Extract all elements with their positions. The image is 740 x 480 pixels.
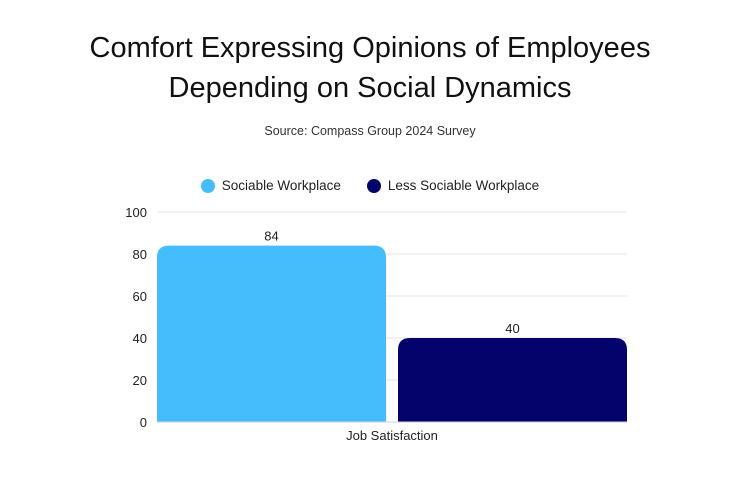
- y-tick-label-20: 20: [133, 373, 147, 388]
- chart-title-line-2: Depending on Social Dynamics: [168, 72, 572, 104]
- bar-sociable-workplace[interactable]: [157, 245, 386, 422]
- legend-swatch-less-sociable: [366, 178, 381, 193]
- y-tick-label-40: 40: [133, 331, 147, 346]
- chart-title: Comfort Expressing Opinions of Employees…: [0, 28, 740, 108]
- legend-label-less-sociable: Less Sociable Workplace: [387, 178, 540, 193]
- y-tick-label-60: 60: [133, 289, 147, 304]
- legend-item-less-sociable[interactable]: Less Sociable Workplace: [366, 178, 540, 193]
- y-axis-ticks: 0 20 40 60 80 100: [125, 205, 147, 430]
- chart-legend: Sociable Workplace Less Sociable Workpla…: [0, 178, 740, 193]
- y-tick-label-100: 100: [125, 205, 147, 220]
- legend-label-sociable: Sociable Workplace: [221, 178, 341, 193]
- data-labels: 84 40: [264, 229, 519, 336]
- bars: [157, 245, 627, 422]
- chart-title-line-1: Comfort Expressing Opinions of Employees: [89, 32, 651, 64]
- legend-item-sociable[interactable]: Sociable Workplace: [200, 178, 341, 193]
- data-label-less-sociable-workplace: 40: [505, 321, 519, 336]
- y-tick-label-0: 0: [140, 415, 147, 430]
- chart-subtitle: Source: Compass Group 2024 Survey: [264, 124, 476, 138]
- data-label-sociable-workplace: 84: [264, 229, 278, 244]
- y-tick-label-80: 80: [133, 247, 147, 262]
- bar-less-sociable-workplace[interactable]: [398, 338, 627, 422]
- legend-swatch-sociable: [200, 178, 215, 193]
- x-category-label: Job Satisfaction: [346, 428, 438, 443]
